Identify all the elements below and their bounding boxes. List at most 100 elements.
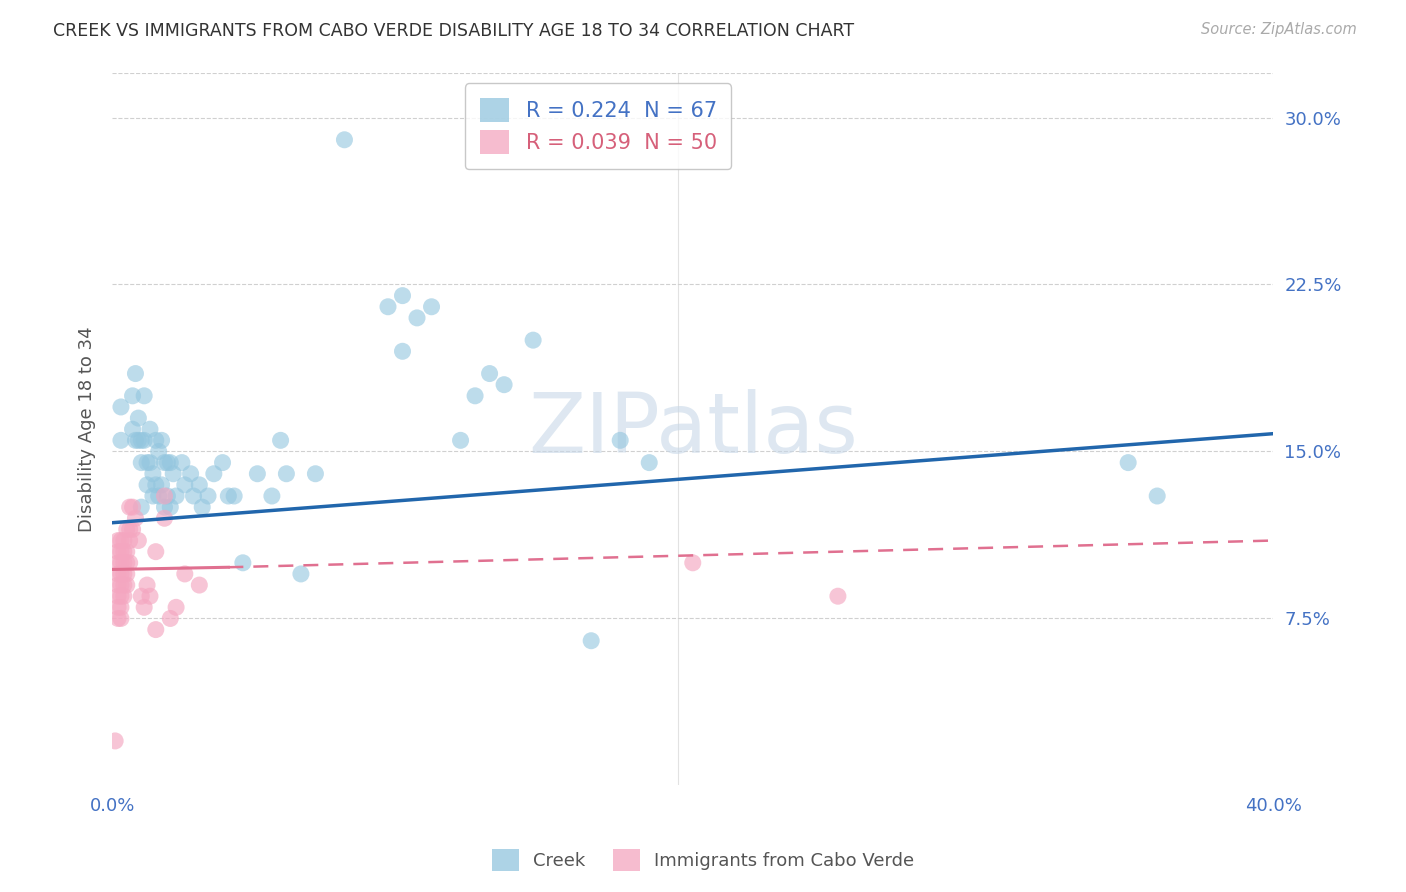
- Point: [153, 456, 176, 470]
- Point: [110, 434, 132, 448]
- Point: [112, 589, 135, 603]
- Legend: Creek, Immigrants from Cabo Verde: Creek, Immigrants from Cabo Verde: [485, 842, 921, 879]
- Point: [170, 456, 193, 470]
- Point: [260, 489, 283, 503]
- Point: [153, 489, 176, 503]
- Text: Source: ZipAtlas.com: Source: ZipAtlas.com: [1201, 22, 1357, 37]
- Point: [276, 467, 298, 481]
- Point: [121, 523, 143, 537]
- Point: [191, 500, 214, 515]
- Point: [202, 467, 225, 481]
- Point: [118, 523, 141, 537]
- Point: [110, 578, 132, 592]
- Point: [148, 489, 170, 503]
- Point: [153, 511, 176, 525]
- Point: [183, 489, 205, 503]
- Point: [450, 434, 472, 448]
- Point: [121, 389, 143, 403]
- Point: [142, 489, 165, 503]
- Point: [420, 300, 443, 314]
- Point: [333, 133, 356, 147]
- Point: [110, 533, 132, 548]
- Point: [118, 556, 141, 570]
- Point: [124, 434, 146, 448]
- Point: [153, 500, 176, 515]
- Point: [129, 434, 152, 448]
- Point: [142, 467, 165, 481]
- Point: [112, 533, 135, 548]
- Point: [156, 489, 179, 503]
- Point: [107, 544, 129, 558]
- Point: [827, 589, 849, 603]
- Point: [145, 544, 167, 558]
- Point: [270, 434, 292, 448]
- Point: [522, 333, 544, 347]
- Point: [129, 500, 152, 515]
- Point: [112, 556, 135, 570]
- Point: [110, 544, 132, 558]
- Point: [1116, 456, 1139, 470]
- Point: [110, 400, 132, 414]
- Point: [127, 411, 149, 425]
- Point: [136, 478, 159, 492]
- Point: [118, 533, 141, 548]
- Point: [110, 611, 132, 625]
- Point: [129, 456, 152, 470]
- Text: ZIPatlas: ZIPatlas: [527, 389, 858, 470]
- Point: [129, 589, 152, 603]
- Point: [104, 734, 127, 748]
- Point: [115, 556, 138, 570]
- Point: [107, 600, 129, 615]
- Point: [156, 456, 179, 470]
- Point: [145, 434, 167, 448]
- Point: [159, 456, 181, 470]
- Point: [188, 478, 211, 492]
- Point: [197, 489, 219, 503]
- Point: [121, 422, 143, 436]
- Point: [217, 489, 239, 503]
- Point: [107, 533, 129, 548]
- Text: CREEK VS IMMIGRANTS FROM CABO VERDE DISABILITY AGE 18 TO 34 CORRELATION CHART: CREEK VS IMMIGRANTS FROM CABO VERDE DISA…: [53, 22, 855, 40]
- Point: [304, 467, 326, 481]
- Point: [145, 623, 167, 637]
- Legend: R = 0.224  N = 67, R = 0.039  N = 50: R = 0.224 N = 67, R = 0.039 N = 50: [465, 83, 731, 169]
- Point: [107, 589, 129, 603]
- Point: [391, 288, 413, 302]
- Point: [638, 456, 661, 470]
- Point: [464, 389, 486, 403]
- Point: [478, 367, 501, 381]
- Point: [118, 500, 141, 515]
- Point: [165, 489, 187, 503]
- Point: [110, 600, 132, 615]
- Point: [110, 556, 132, 570]
- Point: [162, 467, 184, 481]
- Point: [682, 556, 704, 570]
- Point: [1146, 489, 1168, 503]
- Point: [134, 600, 156, 615]
- Point: [211, 456, 233, 470]
- Point: [127, 434, 149, 448]
- Point: [150, 478, 173, 492]
- Point: [139, 422, 162, 436]
- Point: [406, 310, 429, 325]
- Point: [112, 566, 135, 581]
- Point: [124, 367, 146, 381]
- Point: [173, 566, 195, 581]
- Point: [148, 444, 170, 458]
- Point: [107, 578, 129, 592]
- Point: [150, 434, 173, 448]
- Point: [115, 566, 138, 581]
- Point: [124, 511, 146, 525]
- Point: [246, 467, 269, 481]
- Point: [121, 500, 143, 515]
- Point: [391, 344, 413, 359]
- Point: [494, 377, 516, 392]
- Point: [139, 456, 162, 470]
- Point: [579, 633, 602, 648]
- Point: [180, 467, 202, 481]
- Point: [115, 578, 138, 592]
- Point: [224, 489, 246, 503]
- Point: [127, 533, 149, 548]
- Point: [165, 600, 187, 615]
- Point: [115, 523, 138, 537]
